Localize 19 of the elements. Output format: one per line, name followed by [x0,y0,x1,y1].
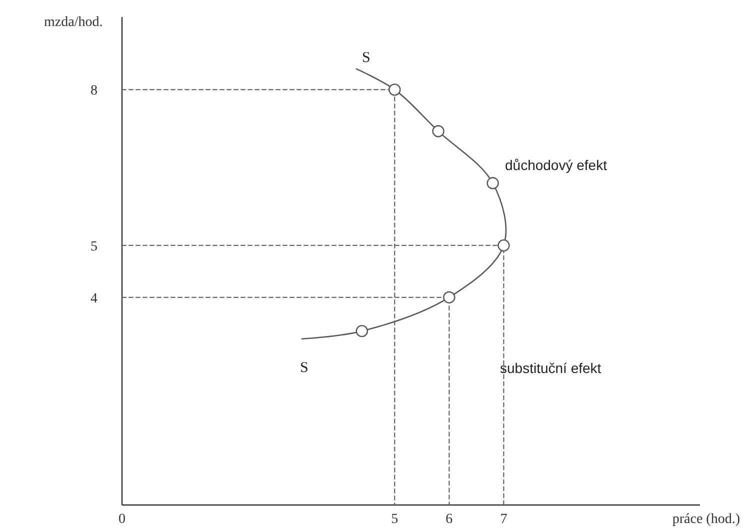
point [498,239,510,252]
y-tick-label: 4 [90,291,98,306]
x-tick-label: 6 [446,512,453,527]
point [443,291,456,304]
point [356,324,368,338]
annotation: S [362,50,370,66]
y-tick-label: 8 [90,84,98,99]
x-axis-title: práce (hod.) [672,512,740,527]
y-axis-title: mzda/hod. [44,15,103,30]
annotation: důchodový efekt [505,157,608,173]
annotation: substituční efekt [500,360,602,376]
point [388,84,401,96]
x-tick-label: 0 [118,512,126,527]
annotation: S [300,360,308,376]
point [432,125,444,138]
y-tick-label: 5 [90,239,98,254]
x-tick-label: 5 [391,512,398,527]
point [486,177,499,190]
x-tick-label: 7 [500,512,508,527]
